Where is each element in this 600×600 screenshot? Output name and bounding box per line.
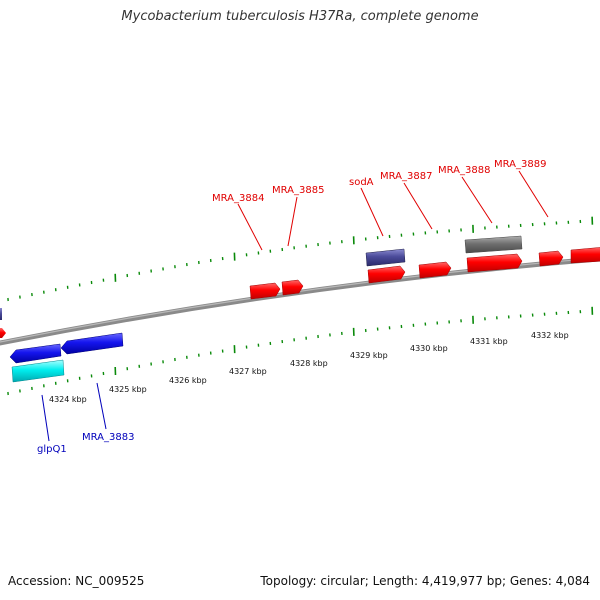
scale-label: 4324 kbp (49, 395, 87, 404)
gene-mra-3888[interactable] (466, 253, 523, 273)
gene-mra-3883[interactable] (60, 332, 124, 355)
reverse-label-leaders (41, 382, 107, 442)
accession-text: Accession: NC_009525 (8, 574, 145, 588)
gene-soda[interactable] (367, 265, 406, 284)
scale-label: 4331 kbp (470, 337, 508, 346)
scale-label: 4327 kbp (229, 367, 267, 376)
scale-label: 4332 kbp (531, 331, 569, 340)
scale-label: 4326 kbp (169, 376, 207, 385)
scale-label: 4329 kbp (350, 351, 388, 360)
gene-label-mra-3884[interactable]: MRA_3884 (212, 193, 264, 204)
upper-tick-track (7, 216, 594, 302)
gene-label-mra-3887[interactable]: MRA_3887 (380, 171, 432, 182)
rna-gene-cyan[interactable] (11, 359, 65, 383)
forward-label-leaders (237, 170, 549, 251)
gene-label-mra-3883[interactable]: MRA_3883 (82, 432, 134, 443)
gene-left-edge-red[interactable] (0, 328, 6, 338)
genome-summary-text: Topology: circular; Length: 4,419,977 bp… (260, 574, 590, 588)
feature-grey-mra-3888[interactable] (464, 235, 523, 254)
scale-label: 4325 kbp (109, 385, 147, 394)
gene-label-mra-3889[interactable]: MRA_3889 (494, 159, 546, 170)
genome-title: Mycobacterium tuberculosis H37Ra, comple… (121, 9, 479, 24)
gene-label-mra-3888[interactable]: MRA_3888 (438, 165, 490, 176)
feature-left-edge-purple[interactable] (0, 308, 2, 320)
gene-mra-3889[interactable] (538, 250, 564, 267)
gene-label-glpq1[interactable]: glpQ1 (37, 444, 67, 455)
scale-label: 4330 kbp (410, 344, 448, 353)
gene-label-soda[interactable]: sodA (349, 177, 374, 188)
gene-label-mra-3885[interactable]: MRA_3885 (272, 185, 324, 196)
lower-tick-track (7, 306, 594, 396)
feature-purple-soda[interactable] (365, 248, 406, 267)
gene-right-edge-red[interactable] (570, 247, 600, 264)
genome-backbone (0, 256, 600, 346)
gene-mra-3887[interactable] (418, 261, 452, 279)
gene-mra-3884[interactable] (249, 282, 281, 300)
gene-mra-3885[interactable] (281, 279, 304, 296)
gene-glpq1[interactable] (9, 343, 62, 364)
scale-label: 4328 kbp (290, 359, 328, 368)
